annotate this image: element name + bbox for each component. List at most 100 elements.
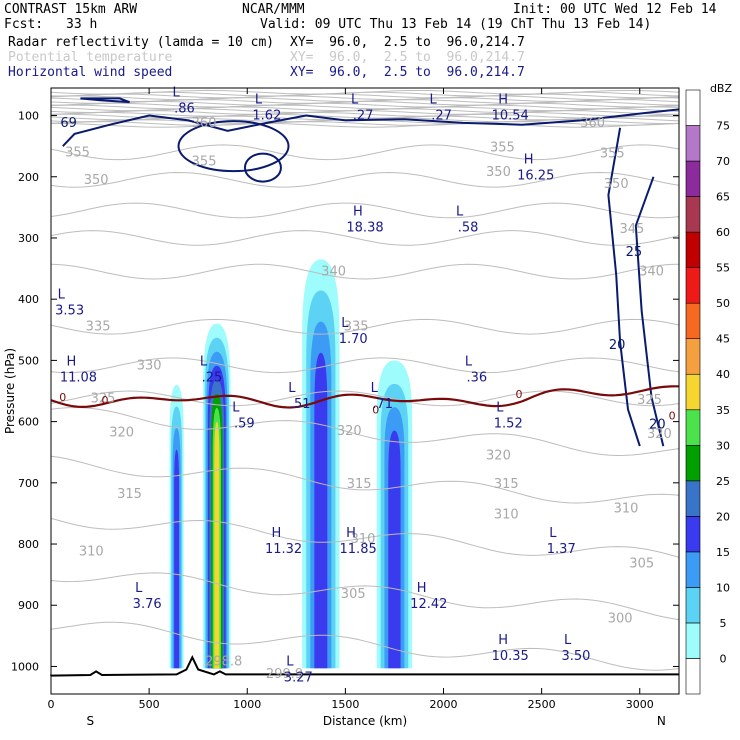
theta-contour-label: 335 bbox=[344, 320, 369, 335]
theta-contour-label: 330 bbox=[137, 358, 162, 373]
colorbar-tick-label: 50 bbox=[716, 297, 730, 310]
colorbar-swatch bbox=[685, 444, 701, 482]
reflectivity-cell-1-level-20 bbox=[174, 449, 180, 669]
theta-contour-label: 340 bbox=[321, 265, 346, 280]
colorbar-swatch bbox=[685, 125, 701, 162]
field-name-theta: Potential temperature bbox=[8, 50, 173, 65]
colorbar-tick-label: 45 bbox=[716, 333, 730, 346]
theta-contour-line bbox=[51, 517, 679, 558]
wind-contour-line bbox=[607, 127, 641, 447]
x-axis-south-label: S bbox=[86, 714, 94, 728]
wind-contour-loop bbox=[243, 152, 282, 183]
theta-contour-label: 320 bbox=[486, 448, 511, 463]
colorbar-unit-label: dBZ bbox=[710, 82, 733, 95]
wind-contours bbox=[62, 97, 679, 447]
theta-contour-line bbox=[51, 91, 679, 97]
x-tick-label: 3000 bbox=[626, 698, 654, 711]
extremum-type-label: L bbox=[430, 93, 438, 108]
theta-contour-label: 310 bbox=[494, 508, 519, 523]
wind-contour-line bbox=[62, 108, 679, 147]
theta-contour-line bbox=[51, 121, 679, 126]
theta-contour-label: 320 bbox=[647, 427, 672, 442]
extremum-value-label: 11.32 bbox=[265, 542, 302, 557]
wind-contour-loop bbox=[177, 120, 290, 173]
colorbar-swatch bbox=[685, 480, 701, 517]
theta-contour-line bbox=[51, 144, 679, 161]
extremum-value-label: .27 bbox=[431, 109, 452, 124]
zero-isotherm-line bbox=[51, 385, 679, 409]
extremum-type-label: L bbox=[351, 93, 359, 108]
colorbar-tick-label: 5 bbox=[720, 617, 727, 630]
extremum-type-label: H bbox=[417, 581, 427, 596]
theta-contour-label: 320 bbox=[337, 424, 362, 439]
theta-contour-line bbox=[51, 390, 679, 407]
extremum-type-label: L bbox=[255, 93, 263, 108]
wind-contour-line bbox=[80, 97, 130, 104]
extremum-value-label: 3.27 bbox=[284, 671, 313, 686]
theta-contour-label: 335 bbox=[86, 320, 111, 335]
colorbar-swatch bbox=[685, 373, 701, 411]
x-tick-label: 2500 bbox=[528, 698, 556, 711]
y-tick-label: 300 bbox=[18, 232, 39, 245]
theta-contour-line bbox=[51, 102, 679, 108]
y-tick-label: 900 bbox=[18, 599, 39, 612]
x-axis-north-label: N bbox=[657, 714, 666, 728]
extremum-type-label: L bbox=[172, 85, 180, 100]
colorbar-swatch bbox=[685, 658, 701, 695]
y-tick-label: 1000 bbox=[11, 660, 39, 673]
theta-contour-label: 310 bbox=[79, 544, 104, 559]
x-tick-label: 1000 bbox=[233, 698, 261, 711]
y-tick-label: 200 bbox=[18, 171, 39, 184]
extremum-type-label: H bbox=[353, 205, 363, 220]
terrain bbox=[50, 655, 679, 677]
colorbar-swatch bbox=[685, 622, 701, 659]
wind-contour-label: 25 bbox=[626, 245, 643, 260]
center-label: NCAR/MMM bbox=[242, 2, 305, 17]
colorbar-tick-label: 15 bbox=[716, 546, 730, 559]
extremum-type-label: H bbox=[524, 153, 534, 168]
colorbar-swatch bbox=[685, 551, 701, 588]
theta-contour-label: 310 bbox=[614, 502, 639, 517]
zero-isotherm-label: 0 bbox=[101, 394, 108, 407]
extremum-type-label: L bbox=[58, 287, 66, 302]
theta-contour-line bbox=[51, 171, 679, 188]
extremum-value-label: 3.76 bbox=[133, 597, 162, 612]
colorbar-swatch bbox=[685, 338, 701, 375]
extremum-type-label: L bbox=[200, 355, 208, 370]
colorbar: 0 5 10 15 20 25 30 35 40 45 50 55 60 65 70 75 dBZ bbox=[685, 82, 733, 695]
extremum-value-label: 1.37 bbox=[547, 542, 576, 557]
extremum-type-label: L bbox=[496, 401, 504, 416]
theta-contour-label: 315 bbox=[347, 477, 372, 492]
extremum-value-label: .27 bbox=[353, 109, 374, 124]
plot-title: CONTRAST 15km ARW bbox=[4, 2, 138, 17]
zero-isotherm-label: 0 bbox=[516, 388, 523, 401]
theta-contour-line bbox=[51, 572, 679, 621]
theta-contour-line bbox=[51, 406, 679, 457]
extremum-value-label: .36 bbox=[467, 371, 488, 386]
x-tick-label: 0 bbox=[48, 698, 55, 711]
theta-contour-label: 360 bbox=[580, 116, 605, 131]
theta-contour-label: 345 bbox=[619, 222, 644, 237]
theta-contour-label: 340 bbox=[639, 265, 664, 280]
colorbar-tick-label: 25 bbox=[716, 475, 730, 488]
extremum-value-label: 1.62 bbox=[252, 109, 281, 124]
extremum-type-label: L bbox=[549, 526, 557, 541]
theta-contour-label: 355 bbox=[600, 146, 625, 161]
theta-contour-label: 310 bbox=[351, 532, 376, 547]
theta-contour-line bbox=[51, 621, 679, 671]
extremum-value-label: 1.70 bbox=[339, 332, 368, 347]
extremum-value-label: .86 bbox=[174, 101, 195, 116]
colorbar-swatch bbox=[685, 409, 701, 446]
extremum-value-label: 3.50 bbox=[561, 649, 590, 664]
extremum-type-label: H bbox=[498, 93, 508, 108]
theta-contour-line bbox=[51, 93, 679, 99]
theta-contour-label: 350 bbox=[486, 165, 511, 180]
theta-contour-label: 325 bbox=[637, 393, 662, 408]
reflectivity-shading bbox=[169, 259, 413, 669]
reflectivity-cell-4-level-20 bbox=[388, 430, 401, 669]
extremum-type-label: L bbox=[286, 655, 294, 670]
theta-contour-label: 315 bbox=[494, 477, 519, 492]
theta-contour-line bbox=[51, 101, 679, 106]
extremum-type-label: H bbox=[498, 633, 508, 648]
extremum-type-label: H bbox=[346, 526, 356, 541]
